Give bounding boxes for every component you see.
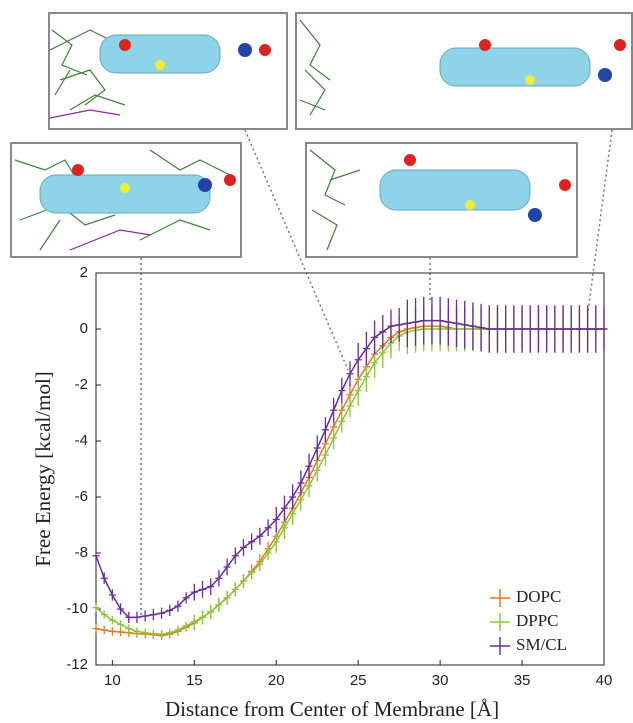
x-tick-label: 25	[350, 672, 367, 689]
atom	[259, 44, 271, 56]
legend-label: DOPC	[516, 587, 561, 606]
x-tick-label: 35	[514, 672, 531, 689]
x-tick-label: 40	[596, 672, 613, 689]
y-tick-label: 2	[80, 264, 88, 281]
atom	[598, 68, 612, 82]
legend-label: SM/CL	[516, 635, 567, 654]
connector	[244, 129, 349, 371]
atom	[238, 43, 252, 57]
y-axis-label: Free Energy [kcal/mol]	[31, 371, 55, 567]
insets	[10, 12, 633, 618]
legend-label: DPPC	[516, 611, 559, 630]
x-axis-label: Distance from Center of Membrane [Å]	[165, 697, 499, 721]
atom	[559, 179, 571, 191]
y-tick-label: 0	[80, 320, 88, 337]
y-tick-label: -10	[66, 600, 88, 617]
lipids	[299, 19, 331, 116]
y-tick-label: -8	[75, 544, 88, 561]
atom	[528, 208, 542, 222]
lipids	[49, 29, 126, 111]
atom	[614, 39, 626, 51]
x-tick-label: 20	[268, 672, 285, 689]
atom	[479, 39, 491, 51]
connector	[587, 129, 613, 313]
y-tick-label: -6	[75, 488, 88, 505]
x-tick-label: 30	[432, 672, 449, 689]
atom	[404, 154, 416, 166]
lipids	[309, 149, 361, 251]
molecule	[39, 174, 211, 214]
atom	[155, 60, 165, 70]
atom	[224, 174, 236, 186]
atom	[119, 39, 131, 51]
lipids	[69, 229, 151, 251]
y-tick-label: -12	[66, 656, 88, 673]
molecule	[379, 169, 531, 211]
atom	[525, 75, 535, 85]
atom	[465, 200, 475, 210]
atom	[198, 178, 212, 192]
lipids	[49, 109, 121, 119]
x-tick-label: 15	[186, 672, 203, 689]
molecule	[439, 47, 591, 87]
y-tick-label: -4	[75, 432, 88, 449]
lipids	[14, 149, 231, 251]
plot-frame	[95, 272, 605, 666]
y-tick-label: -2	[75, 376, 88, 393]
atom	[72, 164, 84, 176]
atom	[120, 183, 130, 193]
x-tick-label: 10	[104, 672, 121, 689]
